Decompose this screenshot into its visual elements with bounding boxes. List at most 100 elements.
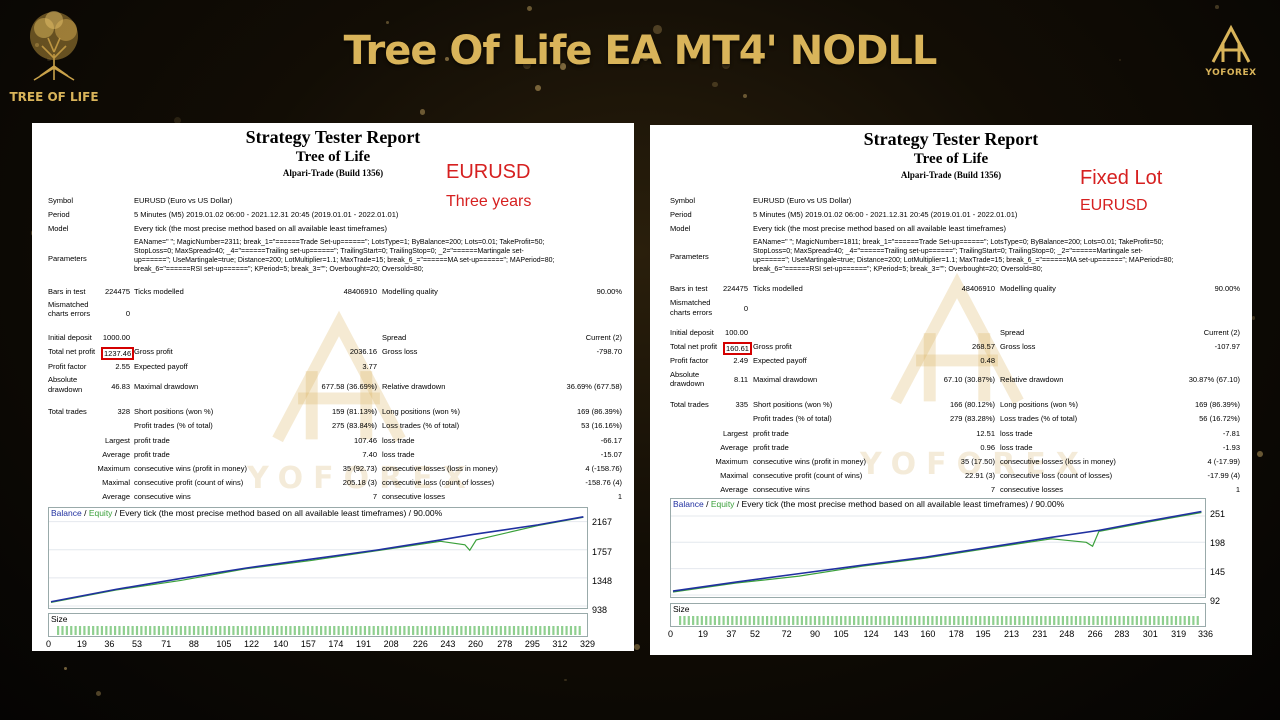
size-bar: [970, 616, 973, 625]
average-label: Average: [102, 450, 130, 459]
size-bar: [508, 626, 511, 635]
size-bar: [302, 626, 305, 635]
average-loss-value: -1.93: [1222, 443, 1240, 452]
max-dd-value: 67.10 (30.87%): [943, 375, 995, 384]
size-bar: [578, 626, 581, 635]
initial-deposit-value: 100.00: [725, 328, 748, 337]
size-bar: [61, 626, 64, 635]
y-tick: 1757: [592, 547, 613, 557]
size-bar: [482, 626, 485, 635]
size-bar: [979, 616, 982, 625]
sparkle-dot: [526, 5, 532, 12]
size-bar: [258, 626, 261, 635]
size-bar: [992, 616, 995, 625]
size-bar: [74, 626, 77, 635]
size-bar: [953, 616, 956, 625]
size-bar: [451, 626, 454, 635]
size-bar: [337, 626, 340, 635]
avg-cons-wins-label: consecutive wins: [134, 492, 191, 501]
size-bar: [1157, 616, 1160, 625]
size-bar: [1122, 616, 1125, 625]
x-tick: 260: [468, 639, 484, 649]
size-bar: [1192, 616, 1195, 625]
quality-value: 90.00%: [1214, 284, 1240, 293]
sparkle-dot: [1257, 450, 1264, 457]
y-tick: 1348: [592, 576, 613, 586]
size-bar: [853, 616, 856, 625]
size-bar: [1179, 616, 1182, 625]
mismatch-label-2: charts errors: [48, 309, 91, 318]
size-bar: [118, 626, 121, 635]
largest-label: Largest: [104, 436, 130, 445]
size-bar: [403, 626, 406, 635]
long-label: Long positions (won %): [1000, 400, 1078, 409]
size-bar: [866, 616, 869, 625]
x-tick: 329: [580, 639, 596, 649]
average-profit-value: 0.96: [980, 443, 995, 452]
size-bar: [1096, 616, 1099, 625]
size-bar: [70, 626, 73, 635]
profit-trades-label: Profit trades (% of total): [753, 414, 832, 423]
absolute-dd-label: Absolute: [48, 375, 78, 384]
size-bar: [1087, 616, 1091, 625]
size-bar: [206, 626, 209, 635]
size-bar: [249, 626, 253, 635]
size-bar: [280, 626, 283, 635]
average-label: Average: [720, 443, 748, 452]
size-bar: [543, 626, 546, 635]
avg-cons-wins-value: 7: [990, 485, 995, 494]
equity-line: [672, 511, 1202, 593]
size-bar: [306, 626, 310, 635]
x-tick: 143: [893, 629, 909, 639]
size-bar: [162, 626, 165, 635]
size-bars-svg: [57, 626, 581, 635]
size-bar: [328, 626, 331, 635]
x-tick: 312: [552, 639, 568, 649]
tree-of-life-brand: TREE OF LIFE: [9, 90, 99, 104]
x-tick: 157: [300, 639, 316, 649]
size-bar: [1048, 616, 1051, 625]
x-tick: 88: [188, 639, 199, 649]
size-bar: [857, 616, 860, 625]
sparkle-dot: [523, 61, 531, 69]
size-bar: [761, 616, 764, 625]
long-value: 169 (86.39%): [576, 407, 622, 416]
strategy-report-left: YOFOREX Strategy Tester Report Tree of L…: [32, 123, 634, 651]
size-bar: [153, 626, 156, 635]
profit-factor-label: Profit factor: [48, 362, 87, 371]
initial-deposit-label: Initial deposit: [670, 328, 714, 337]
size-bar: [65, 626, 68, 635]
total-trades-value: 328: [117, 407, 130, 416]
size-bar: [92, 626, 95, 635]
size-bar: [987, 616, 991, 625]
size-bar: [944, 616, 947, 625]
mismatch-label-2: charts errors: [670, 308, 713, 317]
size-bar: [552, 626, 555, 635]
note-symbol: EURUSD: [1080, 197, 1148, 214]
cons-profit-count-value: 22.91 (3): [964, 471, 995, 480]
size-bar: [813, 616, 817, 625]
average-profit-label: profit trade: [134, 450, 170, 459]
size-bar: [683, 616, 686, 625]
size-bar: [1013, 616, 1017, 625]
size-bar: [1018, 616, 1021, 625]
x-tick: 71: [161, 639, 172, 649]
quality-label: Modelling quality: [1000, 284, 1056, 293]
cons-profit-count-label: consecutive profit (count of wins): [753, 471, 863, 480]
maximal-label: Maximal: [102, 478, 130, 487]
symbol-value: EURUSD (Euro vs US Dollar): [753, 196, 852, 205]
size-bar: [935, 616, 938, 625]
model-label: Model: [48, 224, 69, 233]
sparkle-dot: [564, 678, 567, 682]
loss-trades-label: Loss trades (% of total): [1000, 414, 1078, 423]
parameters-value: EAName=" "; MagicNumber=2311; break_1="=…: [134, 238, 554, 274]
cons-loss-count-value: -158.76 (4): [585, 478, 622, 487]
balance-line: [50, 516, 584, 603]
sparkle-dot: [419, 109, 426, 115]
yoforex-logo: YOFOREX: [1196, 24, 1266, 78]
size-bar: [486, 626, 489, 635]
graph-legend: Balance / Equity / Every tick (the most …: [673, 499, 1064, 509]
size-bar: [1009, 616, 1012, 625]
size-bar: [748, 616, 751, 625]
size-bar: [197, 626, 200, 635]
